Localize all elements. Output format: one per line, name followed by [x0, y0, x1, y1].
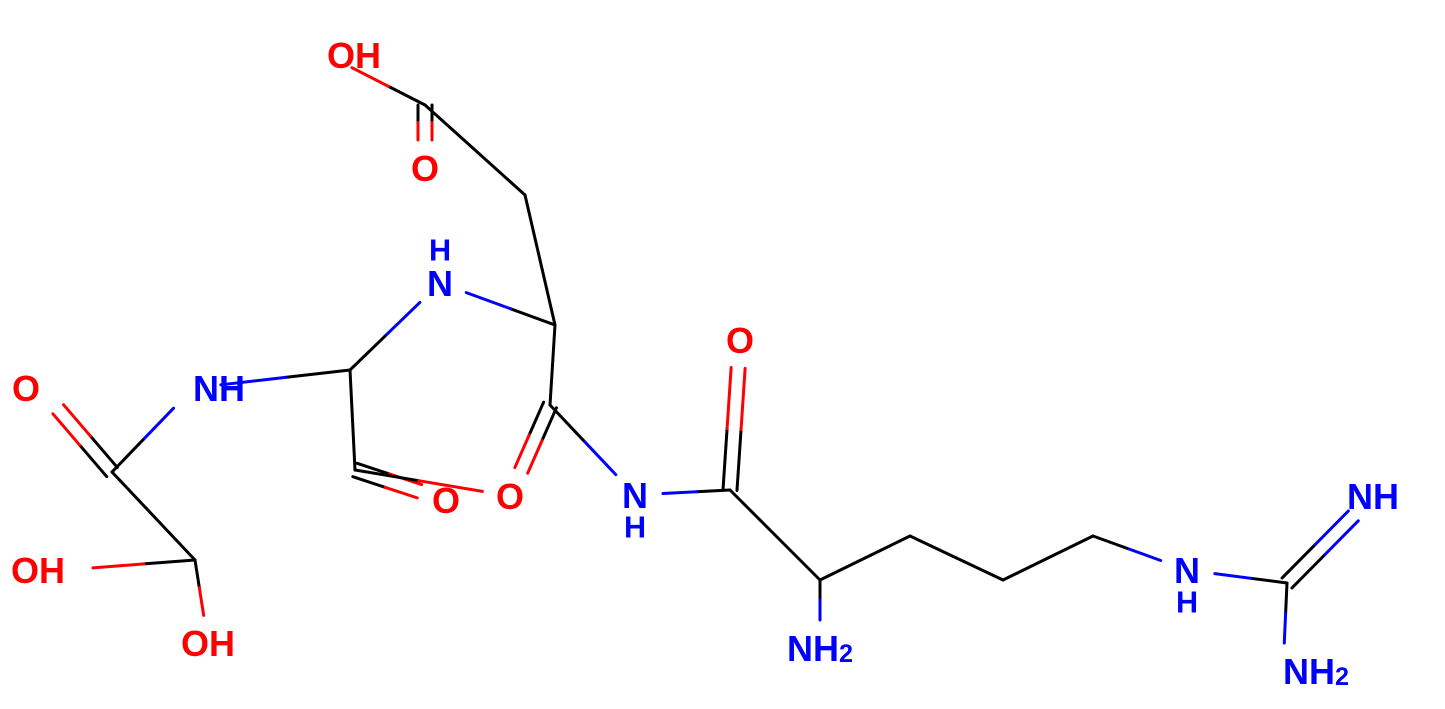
atom-label: NH: [622, 475, 648, 545]
atom-label: HN: [427, 234, 453, 304]
atom-label: OH: [181, 623, 235, 664]
atom-label: NH: [1347, 476, 1399, 517]
atom-label: O: [496, 476, 524, 517]
atom-label: O: [12, 368, 40, 409]
atom-label: NH: [193, 368, 245, 409]
atom-label: O: [432, 480, 460, 521]
atom-label: O: [726, 320, 754, 361]
atom-label: NH: [1174, 550, 1200, 620]
atom-label: OH: [11, 550, 65, 591]
atom-label: OH: [327, 35, 381, 76]
atom-label: NH2: [1283, 651, 1349, 692]
atom-label: O: [411, 148, 439, 189]
molecule-diagram: NH NH2 NH NH2 O NH HN O OH O NH O OH OH O: [0, 0, 1445, 709]
atom-label: NH2: [787, 628, 853, 669]
